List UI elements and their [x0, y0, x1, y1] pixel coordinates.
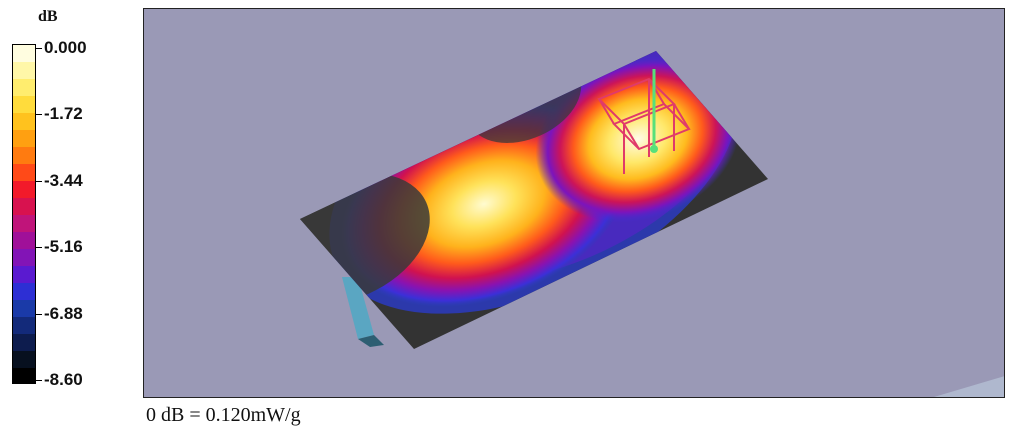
color-scale-band [13, 62, 35, 79]
color-scale-band [13, 198, 35, 215]
color-scale-band [13, 45, 35, 62]
color-scale-tick-mark [36, 313, 42, 315]
color-scale-band [13, 317, 35, 334]
color-scale-tick-mark [36, 114, 42, 116]
color-scale-tick-label: -3.44 [44, 170, 83, 190]
color-scale-tick-mark [36, 380, 42, 381]
color-scale-band [13, 368, 35, 383]
color-scale-band [13, 351, 35, 368]
sar-3d-viewport[interactable] [143, 8, 1005, 398]
color-scale-tick-label: 0.000 [44, 38, 87, 57]
color-scale-band [13, 215, 35, 232]
color-scale-band [13, 96, 35, 113]
color-scale-band [13, 130, 35, 147]
color-scale-tick-mark [36, 180, 42, 182]
color-scale-band [13, 266, 35, 283]
color-scale-tick-label: -8.60 [44, 370, 83, 389]
color-scale-tick-mark [36, 48, 42, 49]
color-scale-tick-label: -5.16 [44, 237, 83, 257]
sar-distribution-render [300, 51, 1004, 397]
color-scale-band [13, 147, 35, 164]
color-scale-band [13, 249, 35, 266]
support-block [342, 277, 374, 339]
color-scale-tick-mark [36, 247, 42, 249]
color-scale-tick-label: -6.88 [44, 303, 83, 323]
color-scale-band [13, 283, 35, 300]
color-scale-band [13, 232, 35, 249]
legend-unit-label: dB [38, 8, 58, 25]
reference-level-note: 0 dB = 0.120mW/g [146, 404, 301, 426]
color-scale-band [13, 181, 35, 198]
color-scale-band [13, 300, 35, 317]
color-scale-band [13, 113, 35, 130]
color-scale-tick-label: -1.72 [44, 104, 83, 124]
color-scale-band [13, 334, 35, 351]
color-scale-band [13, 79, 35, 96]
color-scale-bar [12, 44, 36, 384]
probe-cube-wireframe [597, 77, 691, 174]
color-scale-band [13, 164, 35, 181]
